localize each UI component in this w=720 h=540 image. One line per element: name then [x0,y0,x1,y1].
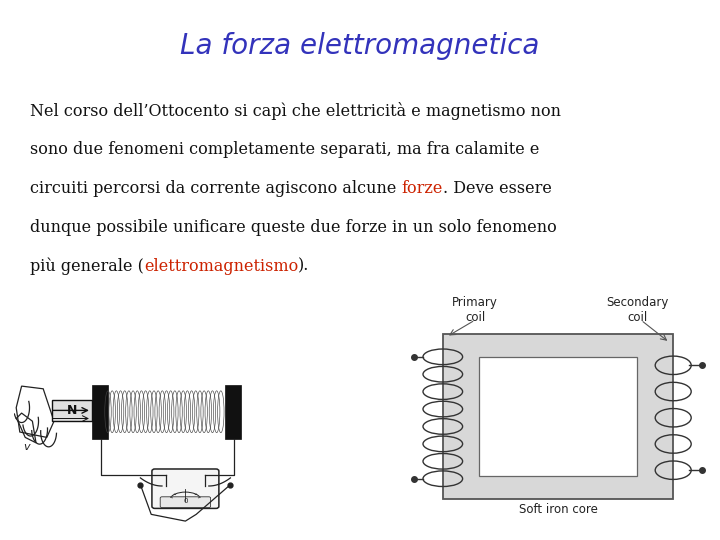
FancyBboxPatch shape [152,469,219,509]
Text: coil: coil [465,310,485,323]
FancyBboxPatch shape [53,400,92,421]
Text: 0: 0 [183,498,188,504]
Text: coil: coil [627,310,647,323]
Text: circuiti percorsi da corrente agiscono alcune: circuiti percorsi da corrente agiscono a… [30,180,402,197]
FancyBboxPatch shape [479,357,637,476]
Text: elettromagnetismo: elettromagnetismo [144,258,298,275]
FancyBboxPatch shape [92,384,108,438]
Text: La forza elettromagnetica: La forza elettromagnetica [180,32,540,60]
Text: N: N [67,404,77,417]
Text: . Deve essere: . Deve essere [443,180,552,197]
Text: v: v [24,442,30,451]
Text: Soft iron core: Soft iron core [518,503,598,516]
Text: Nel corso dell’Ottocento si capì che elettricità e magnetismo non: Nel corso dell’Ottocento si capì che ele… [30,102,562,120]
FancyBboxPatch shape [225,384,241,438]
Text: più generale (: più generale ( [30,258,144,275]
Text: dunque possibile unificare queste due forze in un solo fenomeno: dunque possibile unificare queste due fo… [30,219,557,236]
Text: Primary: Primary [452,296,498,309]
Text: ).: ). [298,258,310,275]
FancyBboxPatch shape [443,334,673,498]
Text: sono due fenomeni completamente separati, ma fra calamite e: sono due fenomeni completamente separati… [30,141,539,158]
FancyBboxPatch shape [161,497,211,508]
Text: forze: forze [402,180,443,197]
Text: Secondary: Secondary [606,296,668,309]
